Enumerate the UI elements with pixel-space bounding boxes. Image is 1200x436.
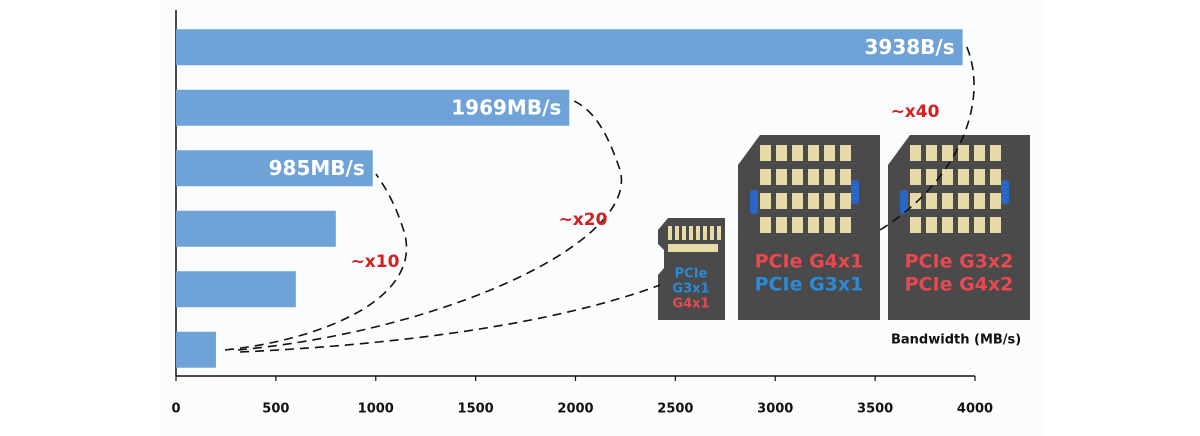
x-tick-label: 1000 (358, 402, 394, 417)
card-led (851, 180, 859, 204)
contact (990, 169, 1001, 185)
x-tick-label: 1500 (458, 402, 494, 417)
contact (990, 145, 1001, 161)
contact (974, 169, 985, 185)
contact (840, 217, 851, 233)
contact (776, 217, 787, 233)
card-label: PCIe G4x1 (755, 251, 864, 273)
x-tick-label: 0 (171, 402, 180, 417)
x-tick-label: 500 (262, 402, 289, 417)
contact (760, 145, 771, 161)
bar (176, 150, 373, 187)
contact (776, 169, 787, 185)
card-label: G4x1 (672, 297, 709, 312)
contact (990, 217, 1001, 233)
arrow-x10 (224, 173, 408, 351)
contact (776, 145, 787, 161)
contact (824, 193, 835, 209)
contact (974, 193, 985, 209)
contact (776, 193, 787, 209)
contact (910, 217, 921, 233)
contact (808, 145, 819, 161)
value-label: 985MB/s (269, 156, 365, 180)
card-led (900, 190, 908, 214)
contact (792, 217, 803, 233)
contact (840, 193, 851, 209)
card-label: PCIe G4x2 (905, 274, 1014, 296)
x-tick-label: 2500 (657, 402, 693, 417)
x-tick-label: 3000 (757, 402, 793, 417)
arrow-x20 (237, 99, 623, 351)
card-led (1001, 180, 1009, 204)
bar (176, 210, 336, 247)
contact (958, 217, 969, 233)
contact (942, 145, 953, 161)
contact (910, 145, 921, 161)
contact (760, 169, 771, 185)
contact (942, 217, 953, 233)
contact (760, 217, 771, 233)
arrow-x40 (239, 44, 975, 353)
contact (990, 193, 1001, 209)
contact (958, 169, 969, 185)
bar (176, 331, 216, 368)
contact (792, 193, 803, 209)
contact (840, 169, 851, 185)
contact (808, 217, 819, 233)
x-axis-title: Bandwidth (MB/s) (891, 333, 1021, 348)
contact (808, 193, 819, 209)
annotation: ~x40 (891, 102, 940, 122)
contact (942, 193, 953, 209)
contact (958, 145, 969, 161)
contact (792, 145, 803, 161)
bar (176, 271, 296, 308)
contact (958, 193, 969, 209)
contact (926, 193, 937, 209)
contact (760, 193, 771, 209)
contact (926, 145, 937, 161)
bar (176, 89, 570, 126)
card-label: G3x1 (672, 282, 709, 297)
contact (824, 217, 835, 233)
contact (926, 217, 937, 233)
contact (942, 169, 953, 185)
card-label: PCIe (675, 267, 708, 282)
annotation: ~x20 (559, 210, 608, 230)
x-tick-label: 2000 (557, 402, 593, 417)
x-tick-label: 4000 (957, 402, 993, 417)
contact (974, 217, 985, 233)
contact (974, 145, 985, 161)
x-tick-label: 3500 (857, 402, 893, 417)
contact (792, 169, 803, 185)
cards (658, 135, 1030, 320)
contact (910, 193, 921, 209)
value-label: 3938B/s (864, 35, 954, 59)
sd-contacts (760, 145, 1001, 233)
value-label: 1969MB/s (451, 95, 561, 119)
contact (824, 145, 835, 161)
card-led (750, 190, 758, 214)
bar (176, 29, 963, 66)
contact (808, 169, 819, 185)
contact (926, 169, 937, 185)
contact (840, 145, 851, 161)
contact (910, 169, 921, 185)
microsd-card (658, 218, 725, 320)
microsd-contacts (668, 226, 721, 252)
contact (824, 169, 835, 185)
card-label: PCIe G3x2 (905, 251, 1014, 273)
card-label: PCIe G3x1 (755, 274, 864, 296)
annotation: ~x10 (351, 252, 400, 272)
